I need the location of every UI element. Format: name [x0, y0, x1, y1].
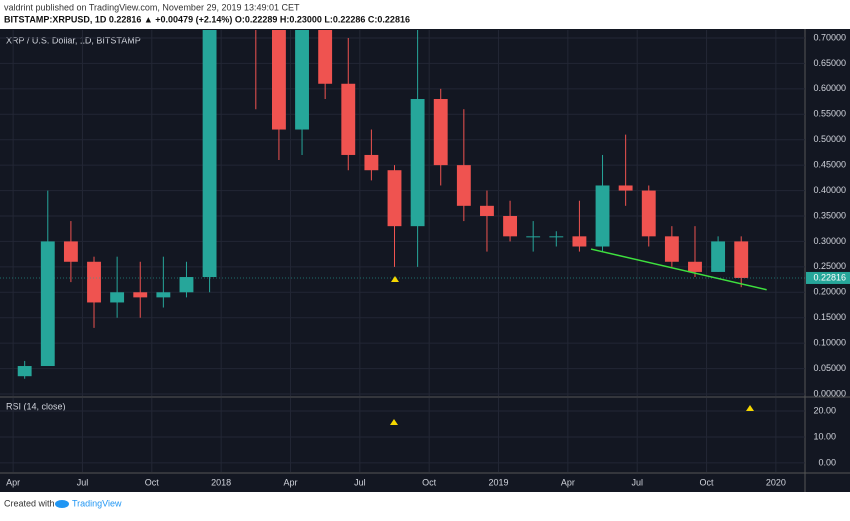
chart-title: XRP / U.S. Dollar, 1D, BITSTAMP [6, 35, 141, 45]
x-tick-label: Oct [145, 477, 160, 487]
y-tick-label: 0.30000 [813, 236, 846, 246]
rsi-title: RSI (14, close) [6, 401, 66, 411]
candle-body [595, 185, 610, 247]
x-tick-label: 2018 [211, 477, 231, 487]
y-tick-label: 0.55000 [813, 109, 846, 119]
y-tick-label: 0.25000 [813, 261, 846, 271]
y-tick-label: 0.70000 [813, 32, 846, 42]
candle-body [318, 30, 333, 84]
x-tick-label: Oct [700, 477, 715, 487]
y-tick-label: 0.40000 [813, 185, 846, 195]
candle-body [572, 236, 587, 247]
candle-body [110, 292, 125, 303]
candle-body [456, 165, 471, 206]
rsi-tick-label: 20.00 [813, 405, 836, 415]
candle-body [433, 99, 448, 166]
candle-body [549, 236, 564, 238]
x-tick-label: 2019 [488, 477, 508, 487]
candle-body [618, 185, 633, 191]
candle-body [688, 261, 702, 272]
marker [391, 276, 399, 282]
logo [55, 500, 69, 508]
x-tick-label: Jul [631, 477, 643, 487]
y-tick-label: 0.65000 [813, 58, 846, 68]
candle-body [664, 236, 679, 262]
axes: Apr Jul Oct 2018 Apr Jul Oct 2019 Apr Jul Oct 2020 0… [6, 32, 850, 487]
candle-body [734, 241, 749, 278]
x-tick-label: Apr [561, 477, 575, 487]
rsi-tick-label: 0.00 [818, 457, 836, 467]
y-tick-label: 0.35000 [813, 210, 846, 220]
y-tick-label: 0.10000 [813, 338, 846, 348]
candle-body [40, 241, 55, 367]
x-tick-label: Jul [354, 477, 366, 487]
candle-body [641, 190, 656, 237]
trendline [590, 248, 767, 291]
candle-body [202, 30, 217, 278]
y-tick-label: 0.05000 [813, 363, 846, 373]
x-tick-label: Apr [6, 477, 20, 487]
y-tick-label: 0.15000 [813, 312, 846, 322]
x-tick-label: Oct [422, 477, 437, 487]
candle-body [387, 170, 402, 227]
candle-body [410, 99, 425, 227]
published: valdrint published on TradingView.com, N… [4, 2, 300, 12]
candle-body [341, 83, 356, 155]
candle-body [295, 30, 309, 130]
candle-body [87, 261, 101, 303]
y-tick-label: 0.60000 [813, 83, 846, 93]
y-tick-label: 0.00000 [813, 388, 846, 398]
candle-body [364, 154, 379, 171]
candle-body [17, 366, 32, 377]
y-tick-label: 0.20000 [813, 287, 846, 297]
price-pane [0, 30, 805, 379]
candle-body [156, 292, 171, 298]
chart-panel [0, 29, 850, 492]
x-tick-label: 2020 [766, 477, 786, 487]
footer-brand: TradingView [72, 498, 122, 508]
rsi-tick-label: 10.00 [813, 431, 836, 441]
x-tick-label: Jul [77, 477, 89, 487]
candle-body [526, 236, 541, 238]
y-tick-label: 0.50000 [813, 134, 846, 144]
candle-body [133, 292, 148, 298]
candle-body [179, 277, 194, 293]
x-tick-label: Apr [283, 477, 297, 487]
y-tick-label: 0.45000 [813, 160, 846, 170]
candle-body [503, 215, 518, 237]
candle-body [271, 30, 286, 130]
footer: Created with [4, 498, 55, 508]
symbol-line: BITSTAMP:XRPUSD, 1D 0.22816 ▲ +0.00479 (… [4, 14, 410, 24]
marker [746, 405, 754, 411]
candle-body [63, 241, 78, 262]
candle-body [711, 241, 726, 272]
marker [390, 419, 398, 425]
last-price-label: 0.22816 [813, 272, 846, 282]
last-price-box [806, 271, 850, 284]
candle-body [480, 205, 494, 216]
